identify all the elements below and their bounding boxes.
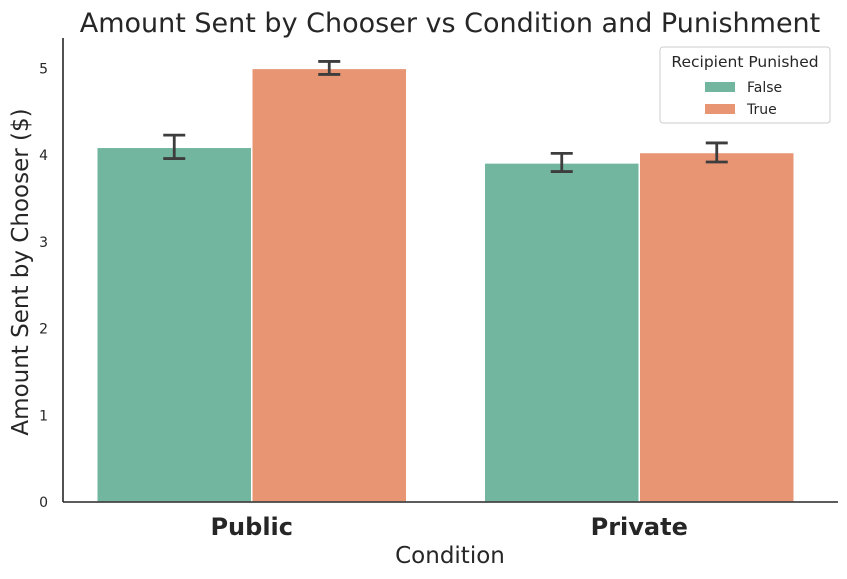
y-tick-label: 2 — [39, 322, 48, 338]
y-axis-label: Amount Sent by Chooser ($) — [8, 108, 34, 435]
plot-area — [96, 60, 795, 503]
x-axis-label: Condition — [395, 543, 505, 569]
legend-label-true: True — [746, 102, 777, 118]
bar-public-true — [251, 67, 408, 503]
legend-swatch-false — [705, 82, 735, 92]
x-tick-label-public: Public — [210, 513, 293, 541]
legend-title: Recipient Punished — [671, 53, 818, 71]
x-tick-label-private: Private — [591, 513, 688, 541]
chart-title: Amount Sent by Chooser vs Condition and … — [80, 8, 821, 39]
error-bar — [550, 151, 573, 173]
y-axis-ticks: 0 1 2 3 4 5 — [39, 61, 48, 511]
y-tick-label: 5 — [39, 61, 48, 77]
error-bar — [318, 60, 341, 76]
legend-label-false: False — [747, 80, 782, 96]
legend-swatch-true — [705, 104, 735, 114]
y-tick-label: 0 — [39, 495, 48, 511]
y-tick-label: 3 — [39, 235, 48, 251]
bar-public-false — [96, 146, 253, 503]
error-bar — [163, 133, 186, 160]
bar-private-true — [638, 151, 795, 503]
x-axis-ticks: Public Private — [210, 513, 687, 541]
y-tick-label: 1 — [39, 408, 48, 424]
legend: Recipient Punished False True — [659, 46, 831, 124]
bar-private-false — [483, 162, 640, 503]
error-bar — [705, 141, 728, 164]
y-tick-label: 4 — [39, 148, 48, 164]
legend-frame — [659, 46, 831, 124]
